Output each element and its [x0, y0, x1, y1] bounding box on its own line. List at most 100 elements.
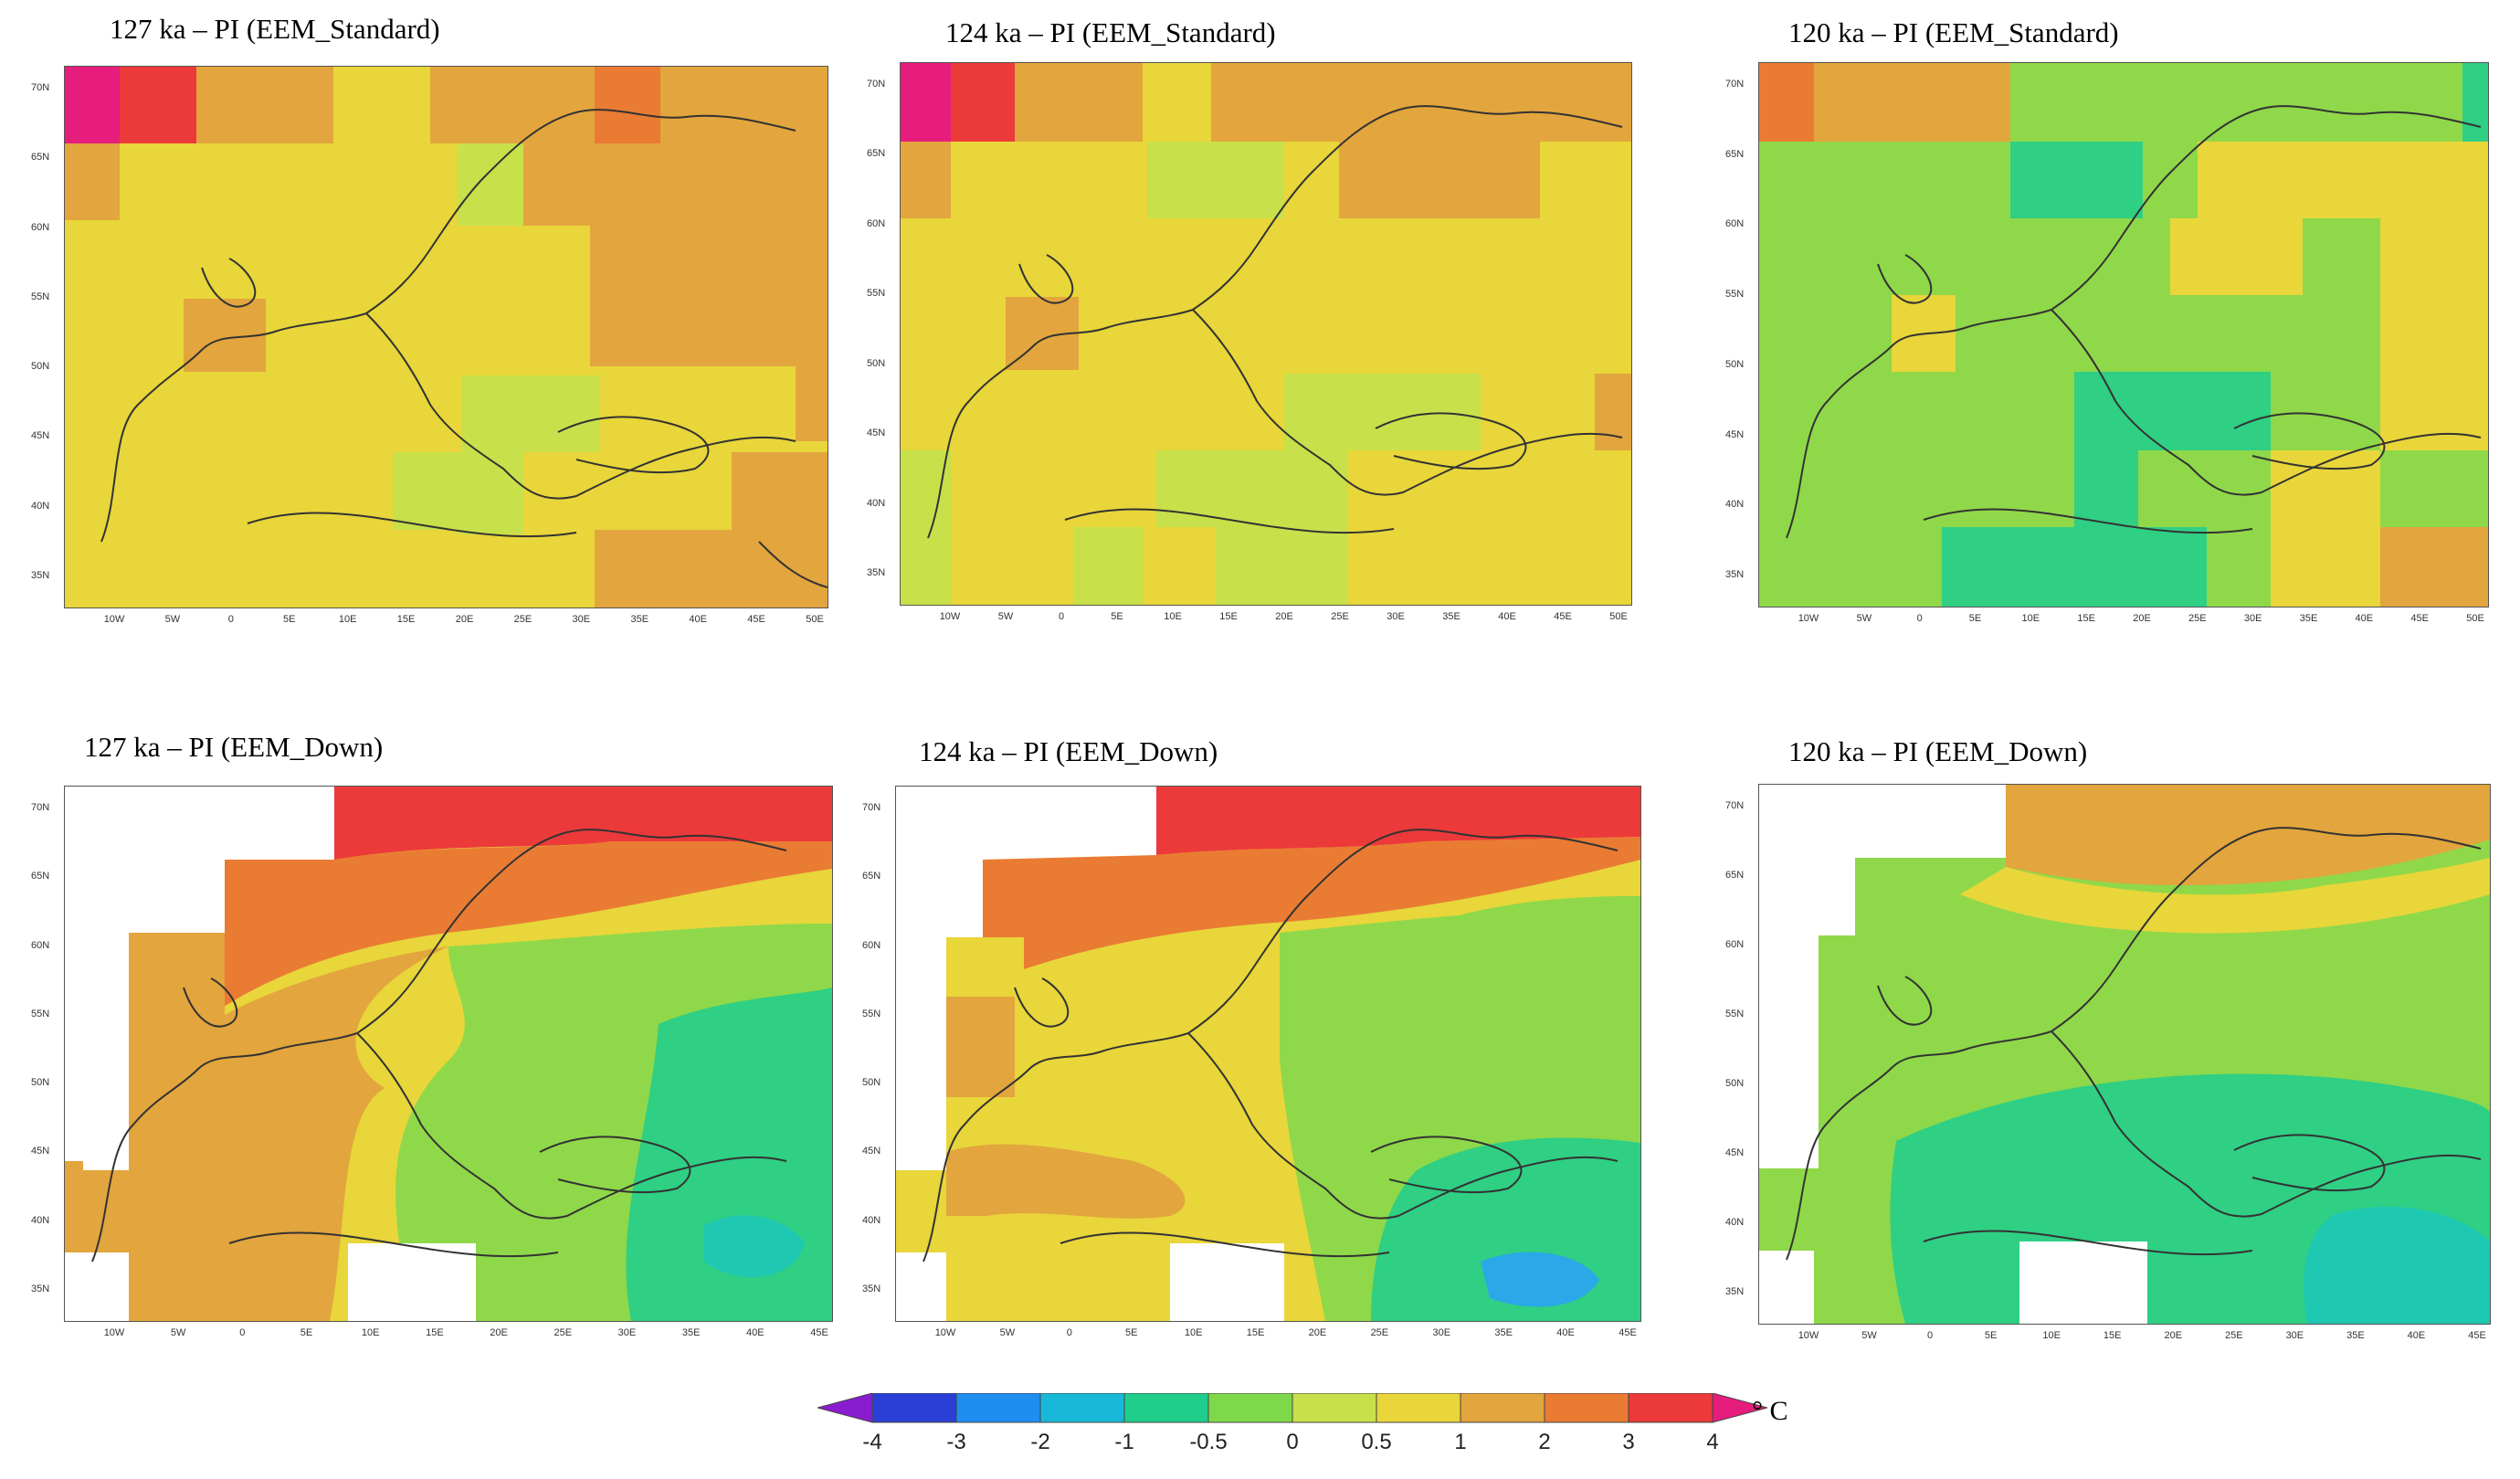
- panel-title: 124 ka – PI (EEM_Standard): [945, 16, 1276, 48]
- lat-tick-label: 45N: [867, 428, 886, 439]
- lat-tick-label: 40N: [31, 500, 50, 512]
- lon-tick-label: 15E: [1246, 1327, 1265, 1338]
- colorbar-unit: ° C: [1752, 1396, 1788, 1426]
- lat-tick-label: 45N: [31, 430, 50, 442]
- lat-tick-label: 45N: [862, 1146, 881, 1157]
- lon-tick-label: 25E: [513, 614, 532, 625]
- lon-tick-label: 20E: [455, 614, 474, 625]
- lon-tick-label: 35E: [1442, 611, 1460, 622]
- lon-tick-label: 35E: [681, 1327, 701, 1338]
- map-124-down: [895, 786, 1641, 1322]
- lat-tick-label: 55N: [31, 291, 50, 302]
- lon-tick-label: 0: [227, 614, 234, 625]
- lon-tick-label: 25E: [1331, 611, 1349, 622]
- lon-tick-label: 10W: [103, 1327, 125, 1338]
- lon-tick-label: 45E: [2468, 1330, 2486, 1341]
- lon-tick-label: 10E: [361, 1327, 380, 1338]
- lat-tick-label: 35N: [31, 570, 50, 581]
- lat-tick-label: 35N: [31, 1284, 50, 1294]
- lon-tick-label: 15E: [396, 614, 416, 625]
- lon-tick-label: 10W: [103, 614, 125, 625]
- lon-tick-label: 10E: [2021, 613, 2040, 624]
- colorbar-segment: [1376, 1392, 1461, 1423]
- lon-tick-label: 40E: [2407, 1330, 2426, 1341]
- lon-tick-label: 0: [239, 1327, 246, 1338]
- lon-tick-label: 20E: [1308, 1327, 1327, 1338]
- lon-tick-label: 45E: [747, 614, 765, 625]
- lon-tick-label: 10W: [1798, 1330, 1819, 1341]
- lon-tick-label: 10W: [934, 1327, 956, 1338]
- colorbar-tick-label: 0.5: [1361, 1430, 1392, 1454]
- colorbar-scale: [816, 1392, 1769, 1423]
- colorbar-tick-label: -4: [862, 1430, 882, 1454]
- lon-tick-label: 15E: [2103, 1330, 2122, 1341]
- lon-tick-label: 40E: [1498, 611, 1516, 622]
- lon-tick-label: 40E: [1556, 1327, 1575, 1338]
- colorbar-tick-label: 1: [1454, 1430, 1467, 1454]
- lat-tick-label: 65N: [1725, 148, 1745, 160]
- lat-tick-label: 35N: [867, 567, 886, 578]
- lon-tick-label: 20E: [2164, 1330, 2183, 1341]
- lon-tick-label: 5E: [1984, 1330, 1998, 1341]
- lon-tick-label: 35E: [2299, 613, 2318, 624]
- lon-tick-label: 0: [1927, 1330, 1934, 1341]
- lon-tick-label: 5W: [170, 1327, 186, 1338]
- colorbar-segment: [1207, 1392, 1293, 1423]
- map-127-standard: [64, 66, 828, 608]
- lon-tick-label: 10E: [1184, 1327, 1203, 1338]
- colorbar-segment: [816, 1392, 873, 1423]
- lat-tick-label: 55N: [867, 288, 886, 300]
- temperature-grid: [65, 67, 828, 607]
- lat-tick-label: 40N: [867, 497, 886, 509]
- colorbar-segment: [1292, 1392, 1377, 1423]
- lat-tick-label: 65N: [1725, 870, 1745, 881]
- lon-tick-label: 45E: [1554, 611, 1572, 622]
- lon-tick-label: 50E: [806, 614, 824, 625]
- lon-tick-label: 15E: [426, 1327, 444, 1338]
- lon-tick-label: 5E: [283, 614, 296, 625]
- colorbar-segment: [1039, 1392, 1125, 1423]
- lon-tick-label: 30E: [1387, 611, 1405, 622]
- lon-tick-label: 0: [1066, 1327, 1072, 1338]
- colorbar-tick-label: -3: [946, 1430, 966, 1454]
- lon-tick-label: 10E: [338, 614, 357, 625]
- lon-tick-label: 35E: [2346, 1330, 2365, 1341]
- lon-tick-label: 5W: [999, 1327, 1016, 1338]
- lon-tick-label: 30E: [1432, 1327, 1451, 1338]
- lat-tick-label: 70N: [31, 802, 50, 813]
- lon-tick-label: 25E: [2188, 613, 2207, 624]
- lat-tick-label: 60N: [1725, 218, 1745, 230]
- lon-tick-label: 5E: [1111, 611, 1123, 622]
- lat-tick-label: 65N: [31, 871, 50, 882]
- colorbar-segment: [871, 1392, 957, 1423]
- lat-tick-label: 35N: [1725, 1286, 1745, 1297]
- lat-tick-label: 65N: [862, 871, 881, 882]
- colorbar-tick-label: 2: [1538, 1430, 1551, 1454]
- lat-tick-label: 45N: [1725, 428, 1745, 440]
- lon-tick-label: 10E: [2042, 1330, 2061, 1341]
- lat-tick-label: 45N: [31, 1146, 50, 1157]
- lon-tick-label: 15E: [1219, 611, 1238, 622]
- lon-tick-label: 45E: [2410, 613, 2429, 624]
- lon-tick-label: 50E: [2466, 613, 2484, 624]
- colorbar-segment: [1628, 1392, 1713, 1423]
- lat-tick-label: 50N: [1725, 1078, 1745, 1089]
- lat-tick-label: 60N: [1725, 939, 1745, 950]
- temperature-field: [1759, 785, 2490, 1324]
- map-120-down: [1758, 784, 2491, 1325]
- lon-tick-label: 40E: [2355, 613, 2374, 624]
- lon-tick-label: 40E: [689, 614, 707, 625]
- lat-tick-label: 65N: [867, 148, 886, 160]
- lat-tick-label: 50N: [31, 1077, 50, 1089]
- temperature-grid: [1759, 63, 2488, 607]
- colorbar-segment: [1460, 1392, 1545, 1423]
- lon-tick-label: 0: [1916, 613, 1923, 624]
- lat-tick-label: 55N: [1725, 1009, 1745, 1019]
- lon-tick-label: 45E: [1618, 1327, 1637, 1338]
- lat-tick-label: 55N: [31, 1008, 50, 1019]
- lat-tick-label: 40N: [862, 1214, 881, 1226]
- lat-tick-label: 70N: [1725, 79, 1745, 90]
- panel-title: 127 ka – PI (EEM_Down): [84, 731, 384, 763]
- lon-tick-label: 35E: [1494, 1327, 1513, 1338]
- lat-tick-label: 70N: [31, 82, 50, 93]
